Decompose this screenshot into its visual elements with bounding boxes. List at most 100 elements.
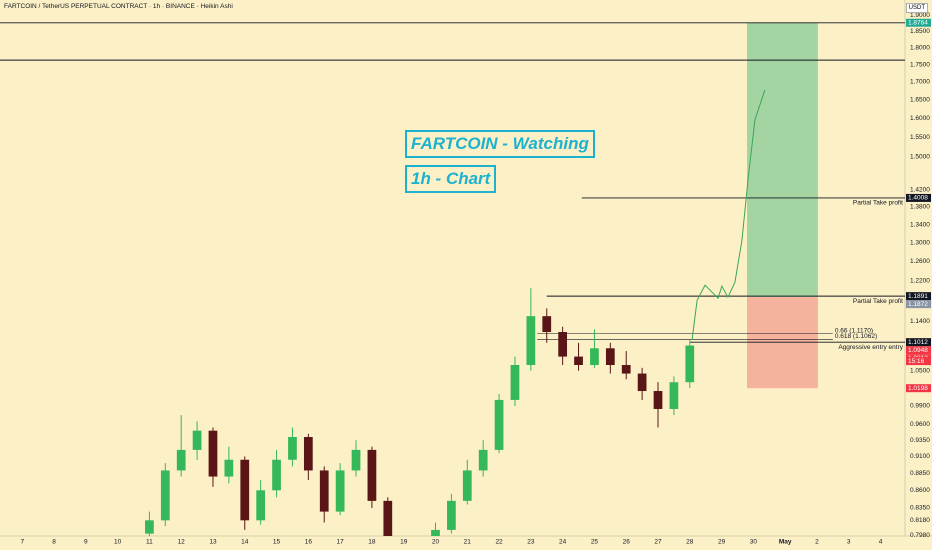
x-tick-label: 30	[750, 539, 758, 546]
x-tick-label: 25	[591, 539, 599, 546]
x-tick-label: 13	[209, 539, 217, 546]
candle-body	[176, 449, 186, 471]
candle-body	[447, 500, 456, 530]
candle-body	[574, 356, 583, 366]
y-tick-label: 0.9100	[910, 453, 930, 460]
candle-body	[224, 459, 234, 477]
x-tick-label: 23	[527, 539, 535, 546]
plot-area: Partial Take profit Partial Take profit 0.…	[0, 22, 905, 536]
x-tick-label: 20	[432, 539, 440, 546]
candle-body	[240, 459, 250, 521]
candle-body	[621, 365, 631, 374]
price-tag-label: 1.0198	[908, 385, 928, 392]
y-tick-label: 1.7000	[910, 79, 930, 86]
price-tag	[906, 193, 931, 202]
price-tag-label: 1.4008	[908, 195, 928, 202]
level-label: Aggressive entry entry	[838, 344, 903, 351]
candle-body	[478, 449, 488, 471]
candle-body	[145, 520, 154, 534]
annotation: 1h - Chart	[405, 165, 497, 193]
x-tick-label: 17	[337, 539, 345, 546]
candle-body	[351, 449, 361, 471]
x-tick-label: 22	[495, 539, 503, 546]
x-tick-label: May	[779, 539, 792, 546]
price-tag	[906, 292, 931, 301]
currency-button[interactable]: USDT	[905, 3, 928, 13]
candle-body	[367, 449, 377, 501]
y-tick-label: 0.9350	[910, 437, 930, 444]
candle-body	[335, 470, 345, 512]
candle-body	[431, 529, 440, 536]
price-tag	[906, 300, 931, 309]
candle-body	[590, 348, 599, 366]
x-tick-label: 7	[20, 539, 24, 546]
candle-body	[272, 459, 281, 491]
candle-body	[558, 332, 568, 357]
y-tick-label: 1.3400	[910, 221, 930, 228]
price-tag-label: 1.0948	[908, 347, 928, 354]
x-tick-label: 3	[847, 539, 851, 546]
x-tick-label: 21	[464, 539, 472, 546]
candle-body	[526, 316, 536, 366]
y-tick-label: 1.5500	[910, 134, 930, 141]
y-tick-label: 1.3000	[910, 239, 930, 246]
annotation: FARTCOIN - Watching	[405, 130, 595, 158]
y-tick-label: 0.8350	[910, 505, 930, 512]
level-label: Partial Take profit	[853, 298, 903, 305]
x-tick-label: 16	[305, 539, 313, 546]
x-tick-label: 2	[815, 539, 819, 546]
candle-body	[494, 399, 504, 450]
price-tag	[906, 346, 931, 355]
candle-body	[208, 430, 218, 477]
x-tick-label: 12	[178, 539, 186, 546]
candle-body	[160, 470, 170, 521]
loss-zone	[747, 297, 818, 389]
level-label: Partial Take profit	[853, 200, 903, 207]
candle-body	[685, 345, 695, 383]
price-tag-label: 1.1891	[908, 293, 928, 300]
y-tick-label: 1.1400	[910, 318, 930, 325]
x-tick-label: 29	[718, 539, 726, 546]
y-tick-label: 1.9000	[910, 12, 930, 19]
candle-body	[288, 437, 297, 460]
candle-body	[192, 430, 202, 450]
y-tick-label: 1.3800	[910, 204, 930, 211]
x-tick-label: 14	[241, 539, 249, 546]
y-tick-label: 0.8180	[910, 517, 930, 524]
price-tag	[906, 384, 931, 393]
y-tick-label: 1.6500	[910, 97, 930, 104]
y-tick-label: 0.8600	[910, 487, 930, 494]
candle-body	[605, 348, 615, 366]
x-tick-label: 15	[273, 539, 281, 546]
x-tick-label: 26	[623, 539, 631, 546]
x-tick-label: 19	[400, 539, 408, 546]
candle-body	[510, 365, 520, 400]
y-tick-label: 1.2600	[910, 258, 930, 265]
price-tag-label: 1.1012	[908, 339, 928, 346]
y-tick-label: 1.8000	[910, 44, 930, 51]
countdown-tag	[906, 357, 931, 366]
level-label: 0.618 (1.1062)	[835, 333, 877, 340]
candle-body	[669, 382, 679, 409]
price-tag-label: 1.1872	[908, 301, 928, 308]
price-axis	[905, 0, 932, 550]
y-tick-label: 0.9900	[910, 403, 930, 410]
candle-body	[319, 470, 329, 512]
x-tick-label: 27	[654, 539, 662, 546]
x-tick-label: 18	[368, 539, 376, 546]
projection-line	[691, 89, 766, 341]
candle-body	[256, 490, 266, 521]
price-tag	[906, 18, 931, 27]
y-tick-label: 1.7500	[910, 61, 930, 68]
candle-body	[462, 470, 472, 501]
x-tick-label: 10	[114, 539, 122, 546]
candle-body	[303, 437, 313, 471]
candle-body	[383, 500, 393, 536]
symbol-title: FARTCOIN / TetherUS PERPETUAL CONTRACT ·…	[4, 3, 233, 10]
price-tag-label: 1.8764	[908, 19, 928, 26]
profit-zone	[747, 22, 818, 298]
y-tick-label: 0.8850	[910, 470, 930, 477]
y-tick-label: 1.6000	[910, 115, 930, 122]
